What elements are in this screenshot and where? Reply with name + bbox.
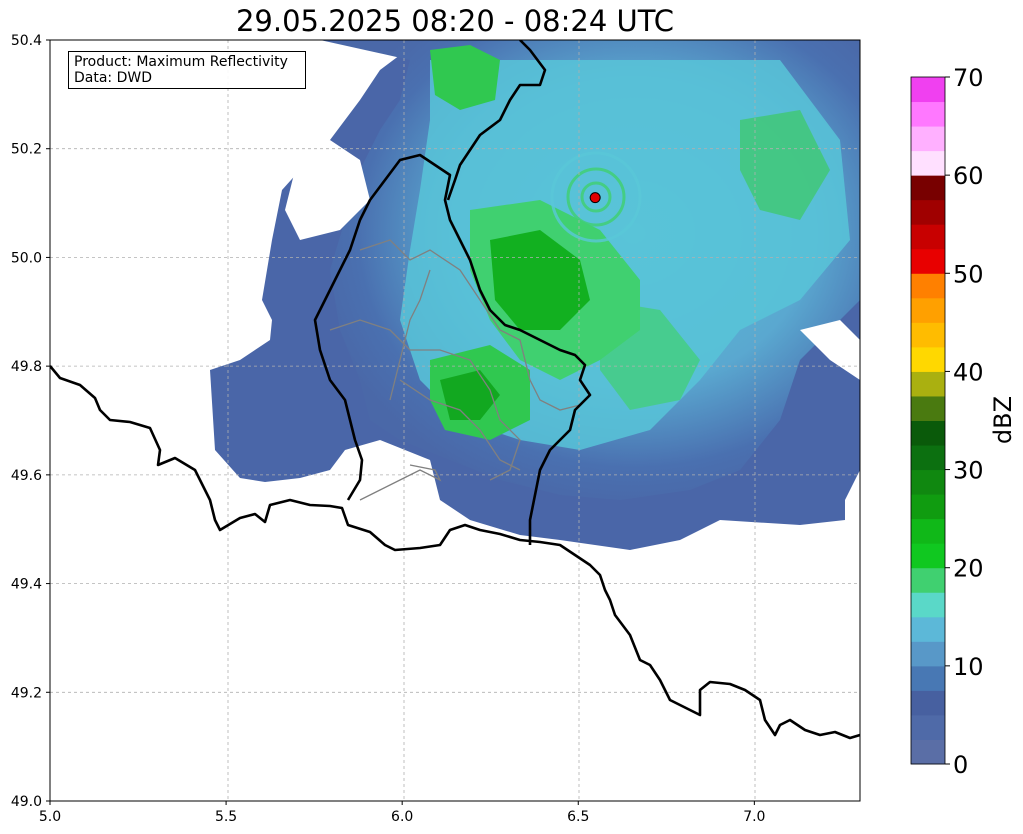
y-axis-ticks: 49.0 49.2 49.4 49.6 49.8 50.0 50.2 50.4: [11, 33, 50, 810]
internal-admin-boundaries: [329, 239, 581, 501]
colorbar-tick-label: 20: [953, 555, 984, 583]
x-tick-label: 7.0: [743, 809, 765, 825]
colorbar-tick-label: 70: [953, 64, 984, 92]
no-echo-gap-west: [285, 140, 370, 240]
map-plot-frame: [49, 39, 861, 802]
colorbar-segment: [911, 395, 945, 421]
y-tick-label: 50.0: [11, 250, 42, 266]
colorbar-segment: [911, 248, 945, 274]
x-tick-label: 6.5: [567, 809, 589, 825]
colorbar-ticks: 0 10 20 30 40 50 60 70: [945, 64, 984, 779]
colorbar-segment: [911, 494, 945, 520]
y-tick-label: 49.2: [11, 685, 42, 701]
y-tick-label: 49.4: [11, 577, 42, 593]
colorbar-tick-label: 30: [953, 457, 984, 485]
colorbar-segment: [911, 518, 945, 544]
colorbar-segment: [911, 665, 945, 691]
data-source-label: Data: DWD: [74, 70, 152, 86]
colorbar-segment: [911, 739, 945, 765]
product-info-box: Product: Maximum Reflectivity Data: DWD: [68, 51, 306, 89]
colorbar-segment: [911, 297, 945, 323]
colorbar-segment: [911, 690, 945, 716]
echo-green-zone-north: [430, 45, 500, 110]
no-echo-gap-east: [800, 320, 860, 380]
echo-green-zone-central-core: [490, 230, 590, 330]
colorbar-segment: [911, 199, 945, 225]
echo-green-zone-southeast: [600, 300, 700, 410]
colorbar-segment: [911, 273, 945, 299]
colorbar-segment: [911, 77, 945, 103]
y-tick-label: 49.0: [11, 794, 42, 810]
colorbar-label: dBZ: [989, 396, 1017, 444]
colorbar-segment: [911, 714, 945, 740]
colorbar-tick-label: 60: [953, 162, 984, 190]
radar-ring-artefacts: [550, 151, 642, 243]
colorbar-segment: [911, 445, 945, 471]
y-tick-label: 49.8: [11, 359, 42, 375]
radar-site-marker: [589, 192, 601, 204]
y-tick-label: 50.2: [11, 142, 42, 158]
colorbar-segment: [911, 469, 945, 495]
colorbar-segment: [911, 224, 945, 250]
colorbar-tick-label: 40: [953, 358, 984, 386]
map-gridlines: [50, 40, 860, 801]
x-tick-label: 5.5: [215, 809, 237, 825]
x-axis-ticks: 5.0 5.5 6.0 6.5 7.0: [39, 801, 765, 825]
y-tick-label: 50.4: [11, 33, 42, 49]
country-borders: [50, 40, 860, 740]
map-plot-area: [50, 40, 860, 801]
colorbar-segment: [911, 175, 945, 201]
echo-green-zone-east: [740, 110, 830, 220]
colorbar-segment: [911, 420, 945, 446]
colorbar-segment: [911, 346, 945, 372]
colorbar-frame: [910, 76, 946, 765]
colorbar-segment: [911, 126, 945, 152]
colorbar-segment: [911, 616, 945, 642]
colorbar-segment: [911, 567, 945, 593]
product-label: Product: Maximum Reflectivity: [74, 54, 288, 70]
colorbar-segment: [911, 592, 945, 618]
colorbar-segment: [911, 101, 945, 127]
y-tick-label: 49.6: [11, 468, 42, 484]
x-tick-label: 5.0: [39, 809, 61, 825]
colorbar-segment: [911, 543, 945, 569]
colorbar-tick-label: 10: [953, 653, 984, 681]
colorbar-segment: [911, 322, 945, 348]
x-tick-label: 6.0: [391, 809, 413, 825]
colorbar-segment: [911, 150, 945, 176]
map-title: 29.05.2025 08:20 - 08:24 UTC: [235, 4, 675, 38]
colorbar-segment: [911, 371, 945, 397]
echo-cyan-zone: [400, 60, 850, 450]
colorbar-tick-label: 0: [953, 751, 968, 779]
colorbar-tick-label: 50: [953, 260, 984, 288]
colorbar-segment: [911, 641, 945, 667]
colorbar: [910, 76, 946, 765]
